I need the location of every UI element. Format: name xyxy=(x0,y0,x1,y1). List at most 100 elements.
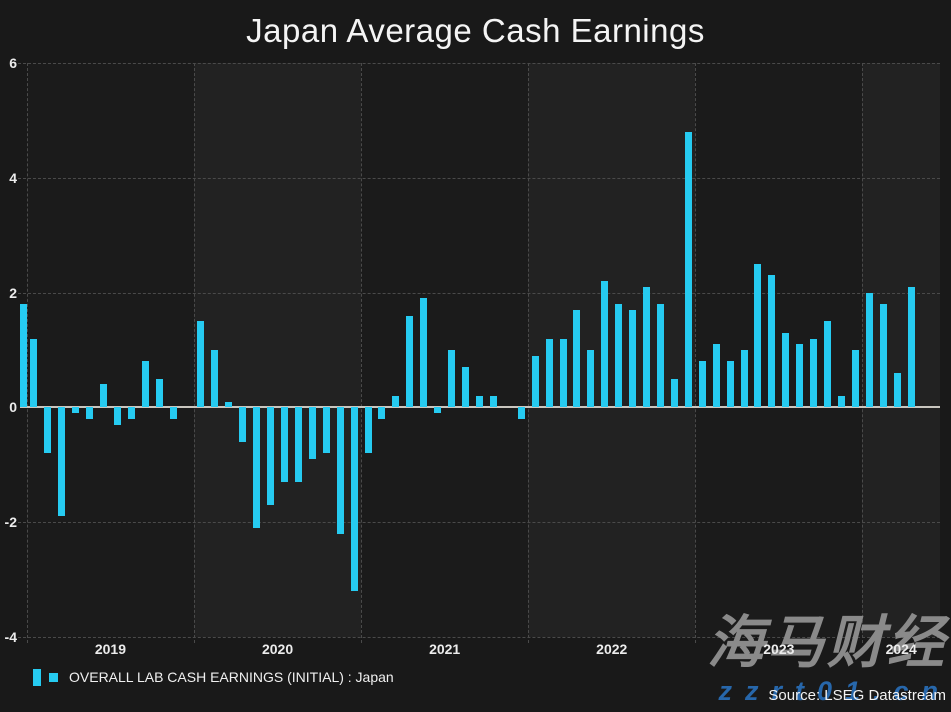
bar-month-49 xyxy=(698,361,706,408)
bar-month-52 xyxy=(740,350,748,408)
year-band-2022 xyxy=(528,63,696,637)
v-gridline-2021 xyxy=(361,63,363,643)
bar-month-21 xyxy=(308,407,316,460)
y-tick-label: 4 xyxy=(9,169,17,186)
bar-month-22 xyxy=(322,407,330,454)
bar-month-41 xyxy=(587,350,595,408)
bar-month-24 xyxy=(350,407,358,592)
bar-month-61 xyxy=(865,292,873,408)
year-band-2020 xyxy=(194,63,362,637)
bar-month-50 xyxy=(712,344,720,408)
h-gridline--4 xyxy=(18,637,940,638)
bar-month-16 xyxy=(239,407,247,442)
year-band-2019 xyxy=(26,63,194,637)
bar-month-54 xyxy=(768,275,776,408)
bar-month-64 xyxy=(907,286,915,408)
bar-month-9 xyxy=(141,361,149,408)
bar-month-31 xyxy=(448,350,456,408)
bar-month-18 xyxy=(267,407,275,505)
bar-month-34 xyxy=(489,395,497,408)
bar-month-46 xyxy=(656,304,664,408)
bar-month-58 xyxy=(824,321,832,408)
bar-month-55 xyxy=(782,332,790,408)
h-gridline-6 xyxy=(18,63,940,64)
bar-month-30 xyxy=(434,407,442,414)
bar-month-63 xyxy=(893,372,901,408)
chart-title: Japan Average Cash Earnings xyxy=(246,12,705,49)
v-gridline-2020 xyxy=(194,63,195,643)
bar-month-2 xyxy=(44,407,52,454)
v-gridline-2023 xyxy=(695,63,697,643)
bar-month-44 xyxy=(629,309,637,408)
bar-month-25 xyxy=(364,407,372,454)
bar-month-56 xyxy=(796,344,804,408)
bar-month-14 xyxy=(211,350,219,408)
year-band-2021 xyxy=(361,63,529,637)
legend: OVERALL LAB CASH EARNINGS (INITIAL) : Ja… xyxy=(33,666,394,688)
watermark-url: zzrt01.cn xyxy=(718,676,951,706)
bar-month-1 xyxy=(30,338,38,408)
bar-month-47 xyxy=(670,378,678,408)
y-tick-label: 2 xyxy=(9,284,17,301)
bar-month-36 xyxy=(517,407,525,419)
year-band-2024 xyxy=(862,63,940,637)
v-gridline-2019 xyxy=(26,63,28,643)
bar-month-17 xyxy=(253,407,261,528)
bar-month-60 xyxy=(851,350,859,408)
v-gridline-2024 xyxy=(862,63,864,643)
h-gridline--2 xyxy=(18,522,940,524)
bar-month-28 xyxy=(406,315,414,408)
bar-month-10 xyxy=(155,378,163,408)
h-gridline-2 xyxy=(18,292,940,294)
bar-month-51 xyxy=(726,361,734,408)
bar-month-32 xyxy=(462,367,470,408)
year-band-2023 xyxy=(695,63,863,637)
bar-month-3 xyxy=(58,407,66,517)
bar-month-20 xyxy=(294,407,302,482)
bar-month-48 xyxy=(684,131,692,408)
legend-bar-swatch-icon xyxy=(33,668,41,686)
legend-series-label: OVERALL LAB CASH EARNINGS (INITIAL) : Ja… xyxy=(69,669,394,685)
y-tick-label: -4 xyxy=(4,629,17,645)
x-year-label-2020: 2020 xyxy=(261,641,294,657)
bar-month-13 xyxy=(197,321,205,408)
watermark-brand: 海马财经 xyxy=(707,611,947,675)
x-year-label-2022: 2022 xyxy=(596,641,628,657)
y-tick-label: 6 xyxy=(9,55,17,71)
bar-month-42 xyxy=(601,281,609,408)
bar-month-38 xyxy=(545,338,553,408)
bar-month-11 xyxy=(169,407,177,419)
x-year-label-2023: 2023 xyxy=(763,641,795,657)
bar-month-29 xyxy=(420,298,428,408)
source-attribution: Source: LSEG Datastream xyxy=(768,687,946,704)
bar-month-39 xyxy=(559,338,567,408)
bar-month-62 xyxy=(879,304,887,408)
x-year-label-2021: 2021 xyxy=(429,641,461,657)
bar-month-4 xyxy=(72,407,80,414)
bar-month-37 xyxy=(531,355,539,408)
legend-square-swatch-icon xyxy=(49,672,58,682)
bar-month-23 xyxy=(336,407,344,534)
bar-month-19 xyxy=(281,407,288,482)
bar-month-59 xyxy=(838,395,845,408)
bar-month-8 xyxy=(127,407,135,419)
x-year-label-2019: 2019 xyxy=(94,641,127,657)
v-gridline-2022 xyxy=(528,63,530,643)
y-tick-label: 0 xyxy=(9,399,17,416)
bar-month-15 xyxy=(225,401,233,408)
bar-month-45 xyxy=(643,286,651,408)
bar-month-26 xyxy=(378,407,386,419)
h-gridline-4 xyxy=(18,177,940,179)
bar-month-7 xyxy=(113,407,121,425)
bar-month-57 xyxy=(810,338,818,408)
y-tick-label: -2 xyxy=(4,514,17,531)
bar-month-53 xyxy=(754,263,762,408)
bar-month-0 xyxy=(20,304,27,408)
bar-month-43 xyxy=(615,304,623,408)
bar-month-40 xyxy=(573,309,581,408)
zero-line xyxy=(20,406,940,409)
x-year-label-2024: 2024 xyxy=(885,641,917,657)
bar-month-33 xyxy=(475,395,483,408)
